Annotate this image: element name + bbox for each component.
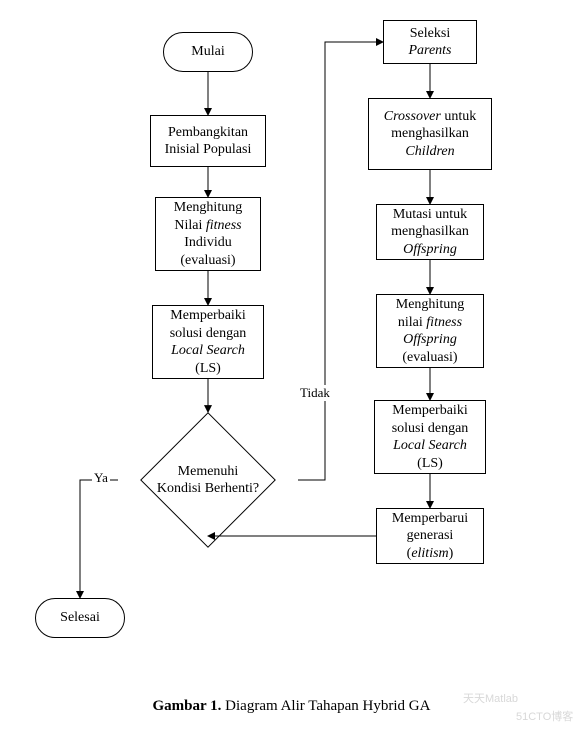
decision-decision: MemenuhiKondisi Berhenti? bbox=[128, 410, 288, 550]
box-crossover: Crossover untukmenghasilkanChildren bbox=[368, 98, 492, 170]
edge-label-ya: Ya bbox=[92, 470, 110, 486]
box-menghitung1: MenghitungNilai fitnessIndividu(evaluasi… bbox=[155, 197, 261, 271]
box-menghitung2: Menghitungnilai fitnessOffspring(evaluas… bbox=[376, 294, 484, 368]
box-pembangkitan: PembangkitanInisial Populasi bbox=[150, 115, 266, 167]
box-memperbarui: Memperbaruigenerasi(elitism) bbox=[376, 508, 484, 564]
box-memperbaiki1: Memperbaikisolusi denganLocal Search(LS) bbox=[152, 305, 264, 379]
box-mutasi: Mutasi untukmenghasilkanOffspring bbox=[376, 204, 484, 260]
box-seleksi: SeleksiParents bbox=[383, 20, 477, 64]
edge-label-tidak: Tidak bbox=[298, 385, 332, 401]
box-memperbaiki2: Memperbaikisolusi denganLocal Search(LS) bbox=[374, 400, 486, 474]
figure-caption: Gambar 1. Diagram Alir Tahapan Hybrid GA bbox=[0, 698, 583, 715]
terminal-selesai: Selesai bbox=[35, 598, 125, 638]
terminal-mulai: Mulai bbox=[163, 32, 253, 72]
